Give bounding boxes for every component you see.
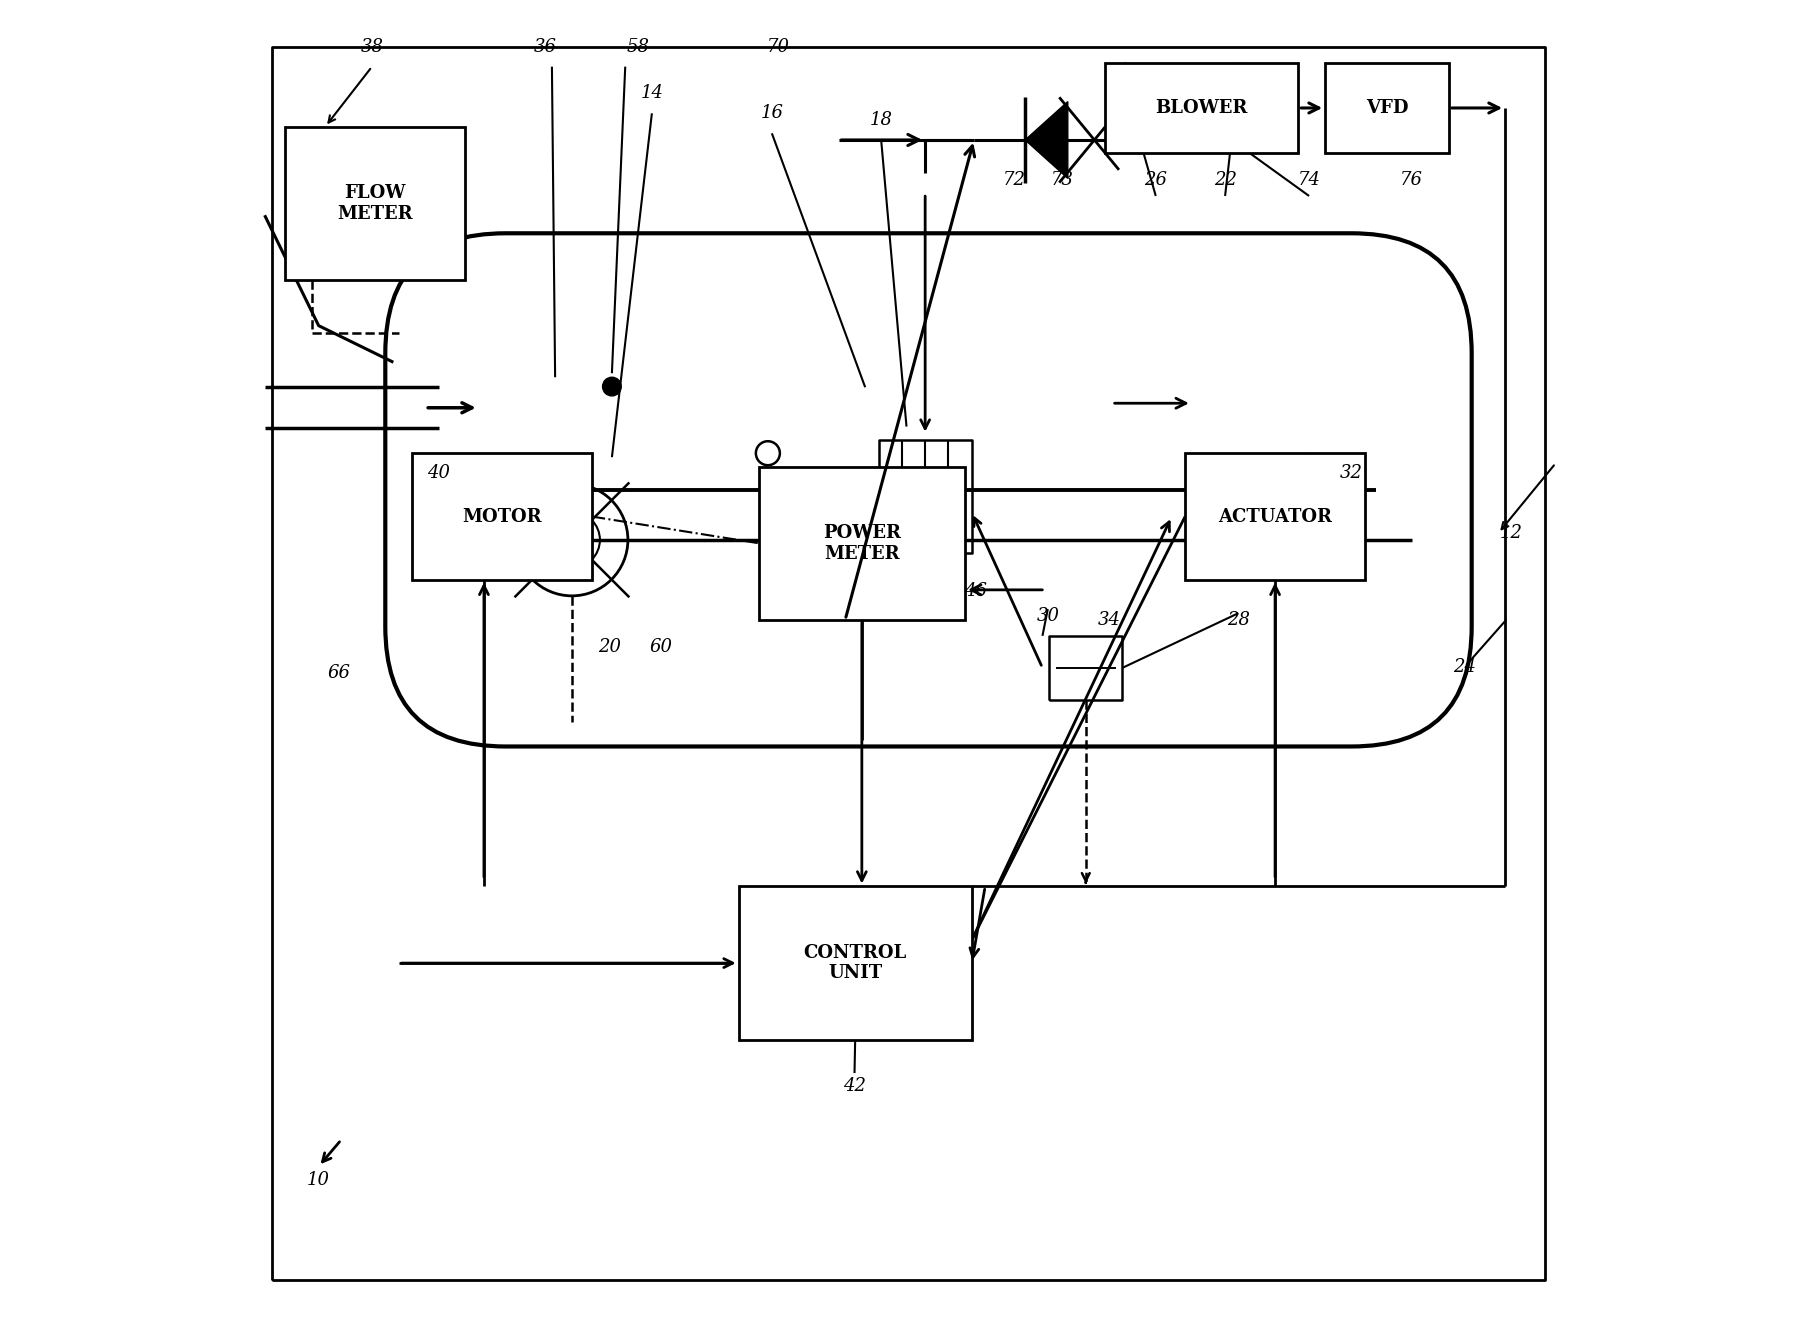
Text: 16: 16 [760, 104, 783, 123]
Text: 26: 26 [1145, 171, 1168, 189]
Text: 10: 10 [307, 1170, 331, 1189]
Text: 32: 32 [1341, 464, 1364, 483]
Text: FLOW
METER: FLOW METER [338, 184, 413, 223]
Text: BLOWER: BLOWER [1155, 99, 1247, 117]
Text: 18: 18 [870, 111, 893, 129]
Text: ACTUATOR: ACTUATOR [1218, 508, 1332, 525]
Text: 76: 76 [1400, 171, 1423, 189]
FancyBboxPatch shape [412, 453, 591, 580]
Text: 22: 22 [1213, 171, 1236, 189]
FancyBboxPatch shape [1105, 63, 1299, 153]
Text: 46: 46 [965, 581, 987, 600]
FancyBboxPatch shape [385, 233, 1472, 746]
Text: 36: 36 [534, 37, 557, 56]
FancyBboxPatch shape [739, 886, 972, 1040]
Text: 72: 72 [1003, 171, 1026, 189]
Text: MOTOR: MOTOR [462, 508, 541, 525]
Text: 12: 12 [1500, 524, 1524, 543]
Text: 24: 24 [1454, 657, 1477, 676]
Text: 14: 14 [640, 84, 663, 103]
Text: CONTROL
UNIT: CONTROL UNIT [803, 944, 907, 982]
FancyBboxPatch shape [1184, 453, 1366, 580]
Text: VFD: VFD [1366, 99, 1409, 117]
Text: 66: 66 [327, 664, 350, 682]
Circle shape [602, 377, 622, 396]
Text: 58: 58 [627, 37, 651, 56]
FancyBboxPatch shape [286, 127, 465, 280]
FancyBboxPatch shape [758, 467, 965, 620]
Text: 30: 30 [1037, 607, 1058, 625]
Text: 42: 42 [843, 1077, 866, 1096]
Text: 73: 73 [1051, 171, 1075, 189]
Polygon shape [1024, 101, 1067, 179]
Text: 38: 38 [361, 37, 383, 56]
Text: 70: 70 [767, 37, 791, 56]
Text: 34: 34 [1098, 611, 1121, 629]
Text: 28: 28 [1227, 611, 1251, 629]
Text: POWER
METER: POWER METER [823, 524, 900, 563]
Text: 20: 20 [598, 637, 620, 656]
Text: 74: 74 [1297, 171, 1321, 189]
Text: 60: 60 [651, 637, 672, 656]
Text: 40: 40 [428, 464, 449, 483]
FancyBboxPatch shape [1324, 63, 1448, 153]
